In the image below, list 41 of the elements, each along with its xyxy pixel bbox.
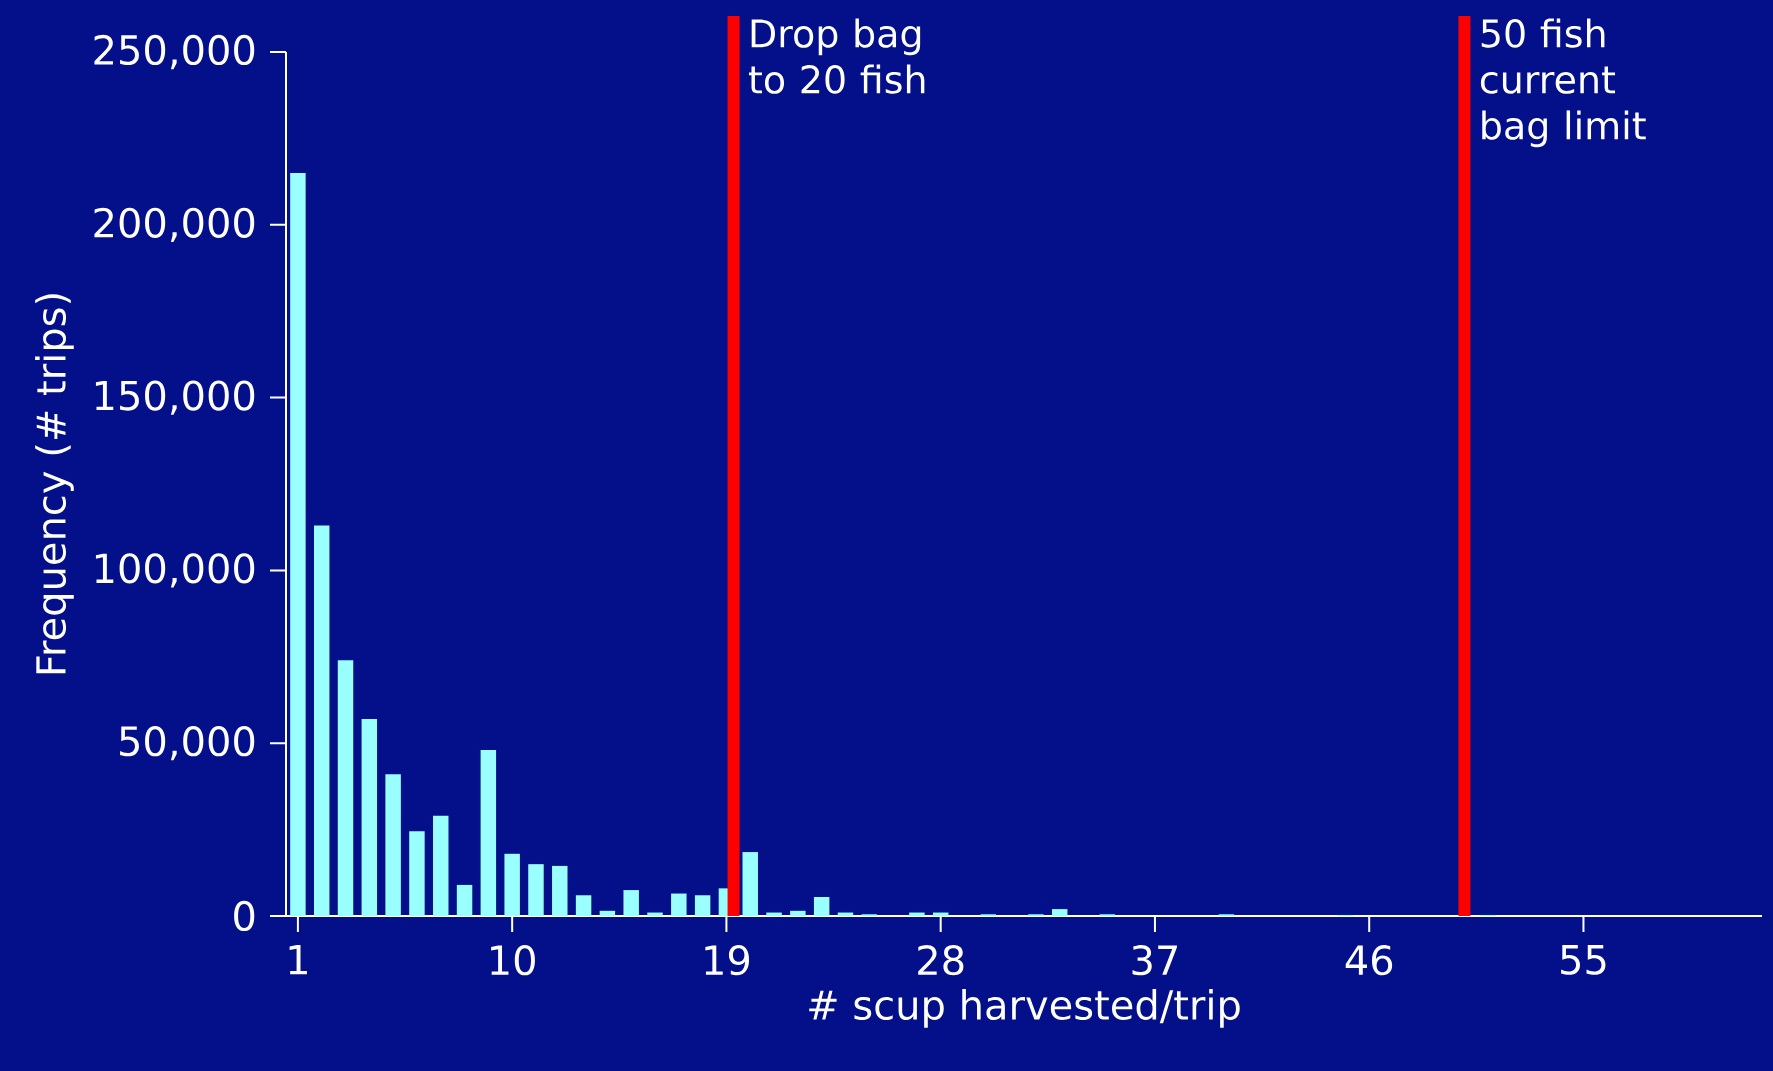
bar bbox=[409, 831, 425, 916]
bar bbox=[599, 910, 616, 916]
y-axis-title: Frequency (# trips) bbox=[35, 294, 74, 674]
bar bbox=[694, 895, 711, 916]
bar bbox=[361, 719, 378, 916]
x-tick-label: 37 bbox=[1132, 945, 1177, 976]
x-tick-label: 28 bbox=[918, 945, 964, 976]
bar bbox=[290, 172, 306, 916]
bar bbox=[623, 890, 639, 916]
x-tick-label: 46 bbox=[1345, 945, 1393, 976]
bar bbox=[647, 912, 663, 916]
y-tick-label: 200,000 bbox=[94, 207, 255, 242]
bar bbox=[790, 910, 806, 916]
bar bbox=[385, 774, 401, 916]
x-tick-label: 1 bbox=[289, 945, 307, 975]
x-tick-label: 19 bbox=[705, 945, 750, 976]
bar bbox=[813, 896, 830, 916]
bar bbox=[313, 525, 330, 916]
x-tick-label: 10 bbox=[491, 945, 535, 976]
bar bbox=[671, 893, 687, 916]
bar bbox=[337, 660, 354, 916]
x-axis-title: # scup harvested/trip bbox=[809, 989, 1240, 1028]
y-tick-label: 150,000 bbox=[95, 380, 255, 415]
bar bbox=[909, 912, 925, 916]
bar bbox=[575, 895, 592, 916]
bar bbox=[742, 852, 758, 916]
ref-line-label: 50 fish current bag limit bbox=[1480, 18, 1646, 148]
bar bbox=[1051, 909, 1068, 916]
bar bbox=[504, 853, 520, 916]
y-tick-label: 100,000 bbox=[95, 553, 255, 588]
bar bbox=[480, 750, 497, 916]
x-tick-label: 55 bbox=[1561, 945, 1606, 975]
bar bbox=[456, 884, 473, 916]
bar bbox=[766, 912, 782, 916]
ref-line-label: Drop bag to 20 fish bbox=[749, 18, 925, 94]
y-tick-label: 250,000 bbox=[94, 34, 255, 70]
bar bbox=[528, 864, 544, 916]
y-tick-label: 50,000 bbox=[120, 726, 255, 761]
bar bbox=[552, 865, 568, 916]
y-tick-label: 0 bbox=[234, 900, 255, 932]
bar bbox=[433, 815, 449, 916]
